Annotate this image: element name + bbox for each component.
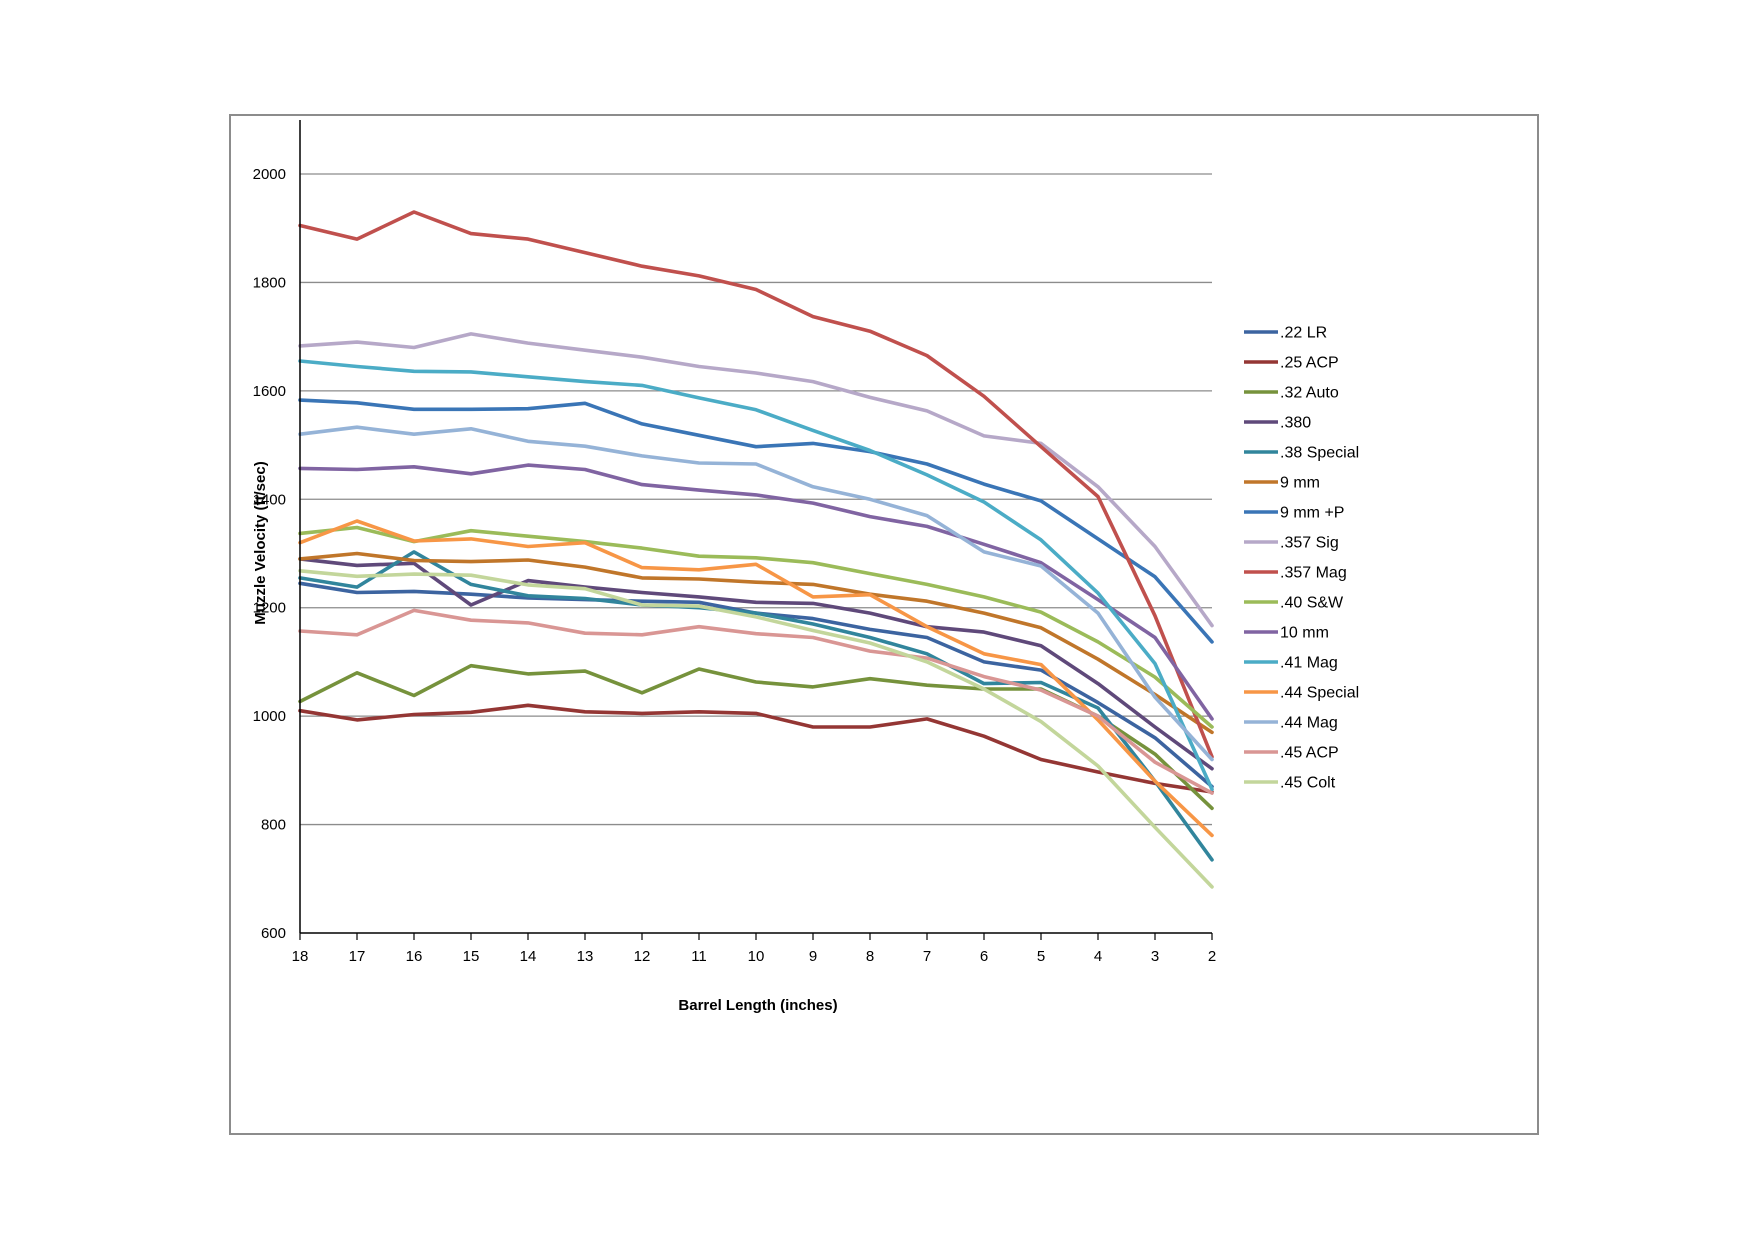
series-line-15 bbox=[298, 608, 1214, 795]
series-lines bbox=[298, 210, 1214, 889]
x-tick-label: 16 bbox=[406, 948, 423, 965]
legend-label: .45 ACP bbox=[1280, 745, 1339, 762]
x-tick-label: 5 bbox=[1037, 948, 1045, 965]
y-tick-label: 800 bbox=[261, 817, 286, 834]
x-tick-label: 15 bbox=[463, 948, 480, 965]
y-tick-label: 600 bbox=[261, 925, 286, 942]
series-line-4 bbox=[298, 557, 1214, 771]
series-line-11 bbox=[298, 463, 1214, 721]
legend-label: .44 Special bbox=[1280, 685, 1359, 702]
y-tick-label: 1400 bbox=[253, 491, 286, 508]
y-axis-title: Muzzle Velocity (ft/sec) bbox=[252, 461, 269, 624]
legend-label: .357 Mag bbox=[1280, 565, 1347, 582]
x-tick-label: 14 bbox=[520, 948, 537, 965]
x-tick-label: 11 bbox=[691, 948, 707, 965]
series-line-14 bbox=[298, 425, 1214, 762]
y-tick-label: 2000 bbox=[253, 166, 286, 183]
series-line-13 bbox=[298, 519, 1214, 838]
y-tick-label: 1600 bbox=[253, 383, 286, 400]
legend-item: .22 LR bbox=[1244, 325, 1327, 342]
legend-item: 10 mm bbox=[1244, 625, 1329, 642]
legend-label: 10 mm bbox=[1280, 625, 1329, 642]
legend-item: .45 ACP bbox=[1244, 745, 1339, 762]
series-line-2 bbox=[298, 703, 1214, 794]
legend-item: .44 Mag bbox=[1244, 715, 1338, 732]
legend-item: 9 mm bbox=[1244, 475, 1320, 492]
legend-item: .38 Special bbox=[1244, 445, 1359, 462]
legend-item: 9 mm +P bbox=[1244, 505, 1344, 522]
chart-frame: 600 800 1000 1200 1400 1600 1800 2000 18 17 16 15 1… bbox=[229, 114, 1539, 1135]
legend: .22 LR .25 ACP .32 Auto .380 .38 Special 9 mm… bbox=[1244, 325, 1359, 792]
x-tick-label: 6 bbox=[980, 948, 988, 965]
legend-label: .25 ACP bbox=[1280, 355, 1339, 372]
legend-item: .357 Sig bbox=[1244, 535, 1339, 552]
x-tick-label: 17 bbox=[349, 948, 366, 965]
legend-item: .45 Colt bbox=[1244, 775, 1336, 792]
legend-item: .380 bbox=[1244, 415, 1311, 432]
x-tick-label: 9 bbox=[809, 948, 817, 965]
x-tick-label: 2 bbox=[1208, 948, 1216, 965]
x-tick-label: 4 bbox=[1094, 948, 1102, 965]
x-tick-label: 13 bbox=[577, 948, 594, 965]
legend-item: .44 Special bbox=[1244, 685, 1359, 702]
y-tick-label: 1000 bbox=[253, 708, 286, 725]
gridlines bbox=[300, 173, 1212, 826]
series-line-6 bbox=[298, 551, 1214, 735]
series-line-7 bbox=[298, 398, 1214, 644]
legend-label: .32 Auto bbox=[1280, 385, 1339, 402]
series-line-8 bbox=[298, 332, 1214, 628]
legend-item: .40 S&W bbox=[1244, 595, 1344, 612]
legend-item: .32 Auto bbox=[1244, 385, 1339, 402]
legend-label: .40 S&W bbox=[1280, 595, 1344, 612]
legend-label: .38 Special bbox=[1280, 445, 1359, 462]
series-line-12 bbox=[298, 359, 1214, 792]
legend-item: .41 Mag bbox=[1244, 655, 1338, 672]
y-axis-ticks: 600 800 1000 1200 1400 1600 1800 2000 bbox=[253, 166, 286, 942]
legend-label: .44 Mag bbox=[1280, 715, 1338, 732]
x-tick-label: 8 bbox=[866, 948, 874, 965]
legend-label: .41 Mag bbox=[1280, 655, 1338, 672]
legend-label: .45 Colt bbox=[1280, 775, 1336, 792]
x-tick-label: 18 bbox=[292, 948, 309, 965]
legend-label: 9 mm +P bbox=[1280, 505, 1344, 522]
series-line-10 bbox=[298, 525, 1214, 729]
x-tick-label: 10 bbox=[748, 948, 765, 965]
legend-item: .357 Mag bbox=[1244, 565, 1347, 582]
legend-label: 9 mm bbox=[1280, 475, 1320, 492]
y-tick-label: 1800 bbox=[253, 274, 286, 291]
x-axis-title: Barrel Length (inches) bbox=[678, 997, 837, 1014]
x-tick-label: 12 bbox=[634, 948, 651, 965]
legend-item: .25 ACP bbox=[1244, 355, 1339, 372]
series-line-9 bbox=[298, 210, 1214, 759]
y-tick-label: 1200 bbox=[253, 600, 286, 617]
legend-label: .22 LR bbox=[1280, 325, 1327, 342]
legend-label: .357 Sig bbox=[1280, 535, 1339, 552]
legend-label: .380 bbox=[1280, 415, 1311, 432]
x-tick-label: 3 bbox=[1151, 948, 1159, 965]
series-line-3 bbox=[298, 663, 1214, 811]
x-tick-label: 7 bbox=[923, 948, 931, 965]
series-line-16 bbox=[298, 568, 1214, 889]
x-axis-ticks: 18 17 16 15 14 13 12 11 10 9 8 7 6 5 4 3 2 bbox=[292, 933, 1216, 965]
